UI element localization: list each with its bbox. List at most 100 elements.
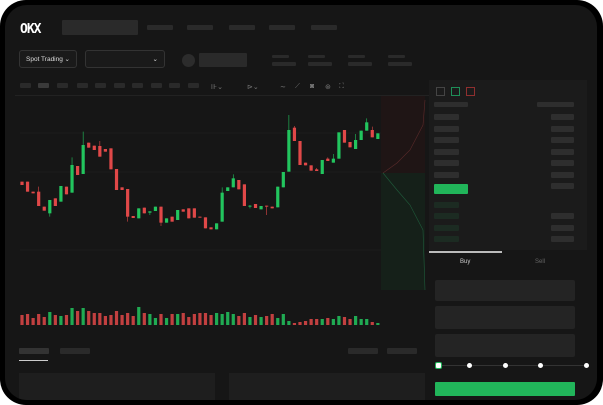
search-bar[interactable] — [62, 20, 138, 35]
total-input[interactable] — [435, 334, 575, 357]
candle — [359, 130, 363, 140]
timeframe-button[interactable] — [114, 83, 125, 88]
candle — [109, 148, 113, 170]
ask-price — [434, 114, 459, 120]
candle — [348, 142, 352, 148]
bid-price — [434, 213, 459, 219]
amount-slider[interactable] — [438, 365, 588, 366]
ask-price — [434, 160, 459, 166]
volume-bar — [342, 317, 347, 325]
candle — [70, 165, 74, 193]
timeframe-button[interactable] — [169, 83, 180, 88]
volume-bar — [287, 321, 291, 325]
orderbook-asks-icon[interactable] — [466, 87, 475, 96]
volume-bar — [309, 319, 313, 325]
volume-bar — [70, 308, 74, 325]
candle — [287, 130, 291, 172]
timeframe-button[interactable] — [20, 83, 31, 88]
candle — [242, 184, 246, 206]
settings-icon[interactable]: ⊛ — [325, 84, 331, 91]
market-select-label: Spot Trading — [26, 55, 63, 63]
stat-label — [388, 55, 405, 58]
candlestick-chart[interactable] — [5, 5, 597, 400]
slider-stop-50[interactable] — [503, 363, 508, 368]
nav-item[interactable] — [187, 25, 213, 30]
app-screen: OKX Spot Trading ⌄ ⌄ ⊪⌄ ⊳⌄ ∼ ⟋ ◙ ⊛ ⛶ Buy … — [5, 5, 597, 400]
candle — [209, 227, 213, 230]
timeframe-button[interactable] — [38, 83, 49, 88]
timeframe-button[interactable] — [151, 83, 162, 88]
pair-price — [199, 53, 247, 67]
candle — [170, 216, 174, 222]
volume-bar — [209, 315, 213, 325]
volume-bar — [265, 316, 269, 325]
slider-stop-75[interactable] — [538, 363, 543, 368]
timeframe-button[interactable] — [77, 83, 88, 88]
nav-item[interactable] — [311, 25, 337, 30]
price-input[interactable] — [435, 280, 575, 301]
stat-value — [308, 62, 332, 66]
candle — [192, 208, 196, 218]
volume-bar — [176, 314, 180, 325]
volume-bar — [298, 322, 302, 325]
nav-item[interactable] — [269, 25, 295, 30]
buy-button[interactable] — [435, 382, 575, 396]
camera-icon[interactable]: ◙ — [310, 83, 315, 90]
tab-buy[interactable]: Buy — [460, 259, 471, 265]
volume-bar — [276, 318, 280, 325]
candle — [48, 200, 52, 214]
volume-bar — [237, 316, 241, 325]
stat-label — [308, 55, 325, 58]
chevron-down-icon: ⌄ — [152, 56, 158, 63]
volume-bar — [170, 314, 174, 325]
ruler-icon[interactable]: ⟋ — [295, 83, 300, 90]
volume-bar — [331, 319, 335, 325]
bid-size — [551, 225, 574, 231]
volume-bar — [220, 314, 224, 325]
market-select[interactable]: Spot Trading ⌄ — [19, 50, 77, 68]
filter-button[interactable] — [387, 348, 417, 354]
candle-type-icon[interactable]: ⊪⌄ — [211, 84, 223, 91]
amount-input[interactable] — [435, 306, 575, 329]
bid-price — [434, 225, 459, 231]
timeframe-button[interactable] — [188, 83, 199, 88]
fullscreen-icon[interactable]: ⛶ — [339, 83, 344, 90]
ask-price — [434, 126, 459, 132]
assets-panel — [229, 373, 425, 400]
ask-size — [551, 149, 574, 155]
timeframe-button[interactable] — [132, 83, 143, 88]
orderbook-both-icon[interactable] — [436, 87, 445, 96]
candle — [187, 208, 191, 219]
active-tab-underline — [19, 360, 48, 361]
tab-sell[interactable]: Sell — [535, 259, 546, 265]
candle — [98, 146, 102, 157]
timeframe-button[interactable] — [57, 83, 68, 88]
line-tool-icon[interactable]: ∼ — [280, 84, 286, 91]
candle — [59, 186, 63, 202]
volume-bar — [248, 317, 252, 325]
orders-panel — [19, 373, 215, 400]
candle — [87, 142, 91, 148]
candle — [370, 130, 374, 138]
volume-bar — [376, 323, 380, 325]
volume-bar — [354, 316, 358, 325]
timeframe-button[interactable] — [95, 83, 106, 88]
candle — [103, 149, 107, 152]
indicator-icon[interactable]: ⊳⌄ — [247, 84, 259, 91]
ask-size — [551, 126, 574, 132]
tab-open-orders[interactable] — [19, 348, 49, 354]
tab-order-history[interactable] — [60, 348, 90, 354]
volume-bar — [20, 315, 24, 325]
nav-item[interactable] — [147, 25, 173, 30]
nav-item[interactable] — [229, 25, 255, 30]
depth-asks-area — [381, 96, 425, 173]
slider-stop-100[interactable] — [584, 363, 589, 368]
filter-button[interactable] — [348, 348, 378, 354]
candle — [81, 145, 85, 174]
orderbook-bids-icon[interactable] — [451, 87, 460, 96]
volume-bar — [87, 311, 91, 325]
slider-stop-25[interactable] — [467, 363, 472, 368]
pair-select[interactable]: ⌄ — [85, 50, 165, 68]
slider-handle[interactable] — [435, 362, 442, 369]
volume-bar — [259, 317, 263, 325]
